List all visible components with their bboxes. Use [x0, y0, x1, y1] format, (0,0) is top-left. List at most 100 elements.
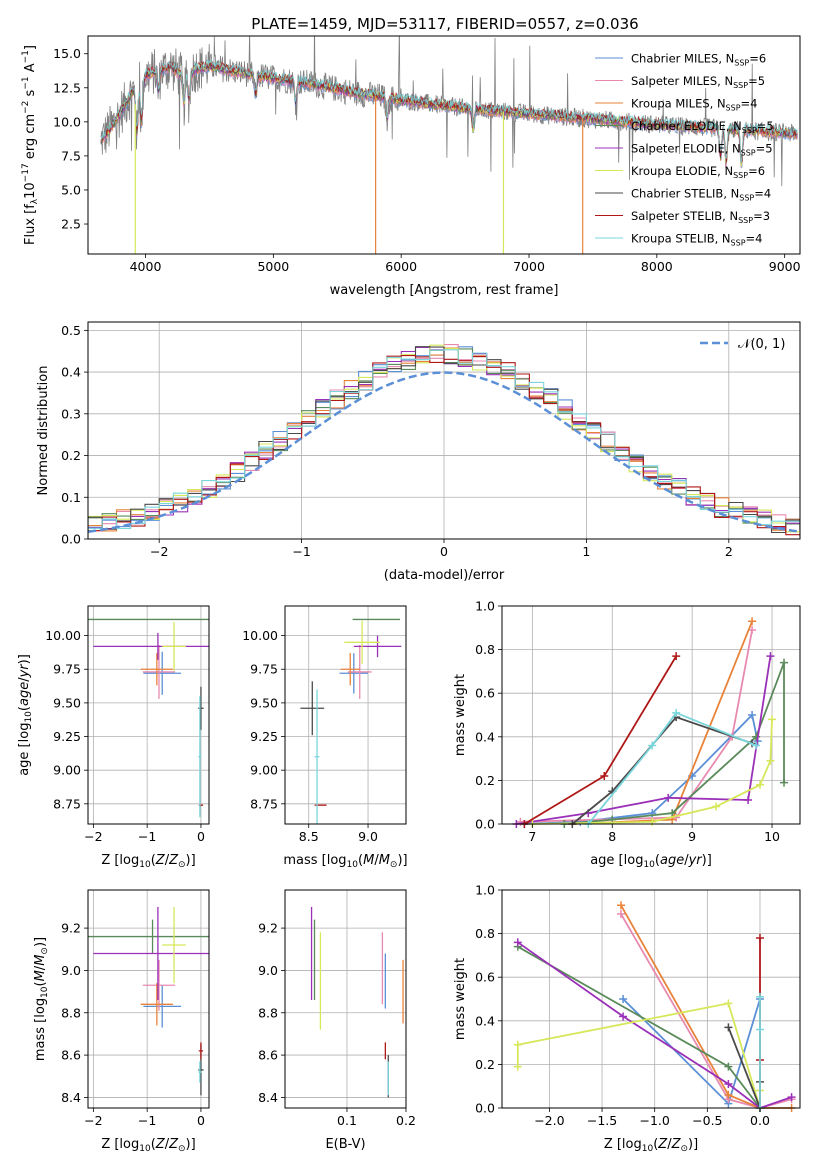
model-spectrum-line: [100, 62, 798, 166]
weight-marker: [619, 995, 628, 1003]
weight-marker: [513, 1062, 522, 1071]
weight-marker: [724, 1062, 733, 1071]
y-tick-label: 9.2: [258, 921, 278, 936]
y-tick-label: 0.0: [61, 532, 81, 547]
y-tick-label: 0.8: [475, 642, 495, 657]
x-tick-label: 4000: [130, 259, 162, 274]
legend-label: Kroupa ELODIE, NSSP=6: [631, 164, 765, 180]
x-tick-label: 0.1: [337, 1113, 357, 1128]
y-tick-label: 0.2: [61, 448, 81, 463]
y-tick-label: 9.0: [258, 963, 278, 978]
weight-marker: [755, 933, 764, 942]
y-tick-label: 9.75: [250, 662, 278, 677]
mass-vs-Z-panel: −2 −1 0 8.4 8.6 8.8 9.0 9.2 Z [log10(Z/Z⊙)] mass …: [33, 889, 210, 1154]
y-tick-label: 9.00: [53, 763, 81, 778]
weight-marker: [712, 802, 721, 811]
weight-marker: [672, 652, 681, 661]
residuals-panel: −2 −1 0 1 2 0.0 0.1 0.2 0.3 0.4 0.5 (data-model)/er…: [36, 321, 801, 583]
x-tick-label: −2: [84, 829, 102, 844]
x-tick-label: 8: [608, 829, 616, 844]
spectrum-y-label: Flux [fλ10−17 erg cm−2 s−1 A−1]: [21, 45, 40, 245]
y-tick-label: 10.00: [242, 628, 278, 643]
x-tick-label: 7: [528, 829, 536, 844]
weight-marker: [513, 1040, 522, 1049]
y-tick-label: 9.0: [61, 963, 81, 978]
legend-label: Chabrier MILES, NSSP=6: [631, 52, 766, 68]
x-tick-label: 0.2: [396, 1113, 416, 1128]
weight-marker: [664, 793, 673, 802]
mass-vs-ebv-panel: 0.1 0.2 8.4 8.6 8.8 9.0 9.2 E(B-V): [258, 889, 416, 1152]
weight-marker: [672, 708, 681, 717]
y-tick-label: 8.8: [258, 1005, 278, 1020]
y-tick-label: 1.0: [475, 883, 495, 898]
legend-label: Chabrier STELIB, NSSP=4: [631, 187, 771, 203]
axes-frame: [87, 35, 801, 255]
weight-marker: [668, 809, 677, 818]
mass-vs-ebv-plot-area: [310, 906, 404, 1098]
x-tick-label: 8000: [641, 259, 673, 274]
x-tick-label: 5000: [257, 259, 289, 274]
weight-line: [532, 719, 773, 825]
x-tick-label: 1: [582, 544, 590, 559]
x-tick-label: −2.0: [534, 1113, 564, 1128]
weight-line: [587, 711, 757, 825]
spectrum-x-label: wavelength [Angstrom, rest frame]: [330, 283, 559, 298]
y-tick-label: 0.6: [475, 970, 495, 985]
residuals-x-label: (data-model)/error: [384, 568, 505, 583]
legend-label: Salpeter MILES, NSSP=5: [631, 74, 765, 90]
x-tick-label: −1: [292, 544, 310, 559]
y-tick-label: 0.2: [475, 1057, 495, 1072]
weight-marker: [756, 780, 765, 789]
y-tick-label: 5.0: [61, 182, 81, 197]
weight-vs-age-panel: 7 8 9 10 0.0 0.2 0.4 0.6 0.8 1.0 age [log10(age/yr…: [453, 599, 801, 870]
x-tick-label: 9000: [769, 259, 801, 274]
x-tick-label: −2: [84, 1113, 102, 1128]
y-tick-label: 9.00: [250, 763, 278, 778]
x-axis-label: mass [log10(M/M⊙)]: [283, 853, 407, 870]
legend-label: Chabrier ELODIE, NSSP=5: [631, 119, 774, 135]
weight-line: [524, 713, 759, 825]
weight-marker: [787, 1093, 796, 1102]
model-spectrum-line: [100, 61, 798, 163]
x-tick-label: −1.0: [640, 1113, 670, 1128]
age-vs-Z-panel: −2 −1 0 8.75 9.00 9.25 9.50 9.75 10.00 Z [log10(Z…: [17, 605, 210, 870]
y-tick-label: 0.3: [61, 406, 81, 421]
weight-marker: [616, 909, 625, 918]
x-tick-label: 7000: [513, 259, 545, 274]
weight-line: [520, 629, 753, 823]
weight-marker: [748, 711, 757, 719]
weight-marker: [724, 1090, 733, 1099]
y-axis-label: mass weight: [453, 674, 468, 756]
weight-line: [620, 913, 792, 1109]
legend-label: Salpeter ELODIE, NSSP=5: [631, 142, 773, 158]
residuals-y-label: Normed distribution: [36, 366, 51, 496]
x-tick-label: −1: [138, 829, 156, 844]
y-tick-label: 1.0: [475, 599, 495, 614]
y-tick-label: 8.8: [61, 1005, 81, 1020]
weight-marker: [724, 1080, 733, 1089]
spectrum-plot-area: [100, 36, 798, 254]
x-axis-label: Z [log10(Z/Z⊙)]: [101, 853, 195, 870]
legend-label: Kroupa STELIB, NSSP=4: [631, 232, 762, 248]
y-tick-label: 0.0: [475, 1101, 495, 1116]
axes-frame: [501, 605, 801, 825]
y-tick-label: 8.75: [250, 796, 278, 811]
y-axis-label: mass weight: [453, 958, 468, 1040]
y-tick-label: 0.5: [61, 323, 81, 338]
y-tick-label: 0.4: [475, 729, 495, 744]
panels: 4000 5000 6000 7000 8000 90002.55.07.510.012.…: [17, 35, 801, 1154]
y-tick-label: 0.4: [475, 1013, 495, 1028]
y-tick-label: 7.5: [61, 148, 81, 163]
axes-frame: [284, 889, 407, 1109]
age-vs-Z-plot-area: [88, 618, 209, 818]
spectrum-title: PLATE=1459, MJD=53117, FIBERID=0557, z=0…: [251, 15, 638, 33]
age-vs-mass-plot-area: [300, 618, 402, 824]
weight-marker: [619, 1012, 628, 1021]
y-axis-label: mass [log10(M/M⊙)]: [33, 937, 50, 1061]
gaussian-reference-line: [88, 371, 800, 533]
y-tick-label: 8.75: [53, 796, 81, 811]
weight-marker: [748, 617, 757, 626]
legend-label: Salpeter STELIB, NSSP=3: [631, 209, 770, 225]
model-spectrum-line: [100, 58, 798, 163]
x-axis-label: age [log10(age/yr)]: [590, 853, 712, 870]
